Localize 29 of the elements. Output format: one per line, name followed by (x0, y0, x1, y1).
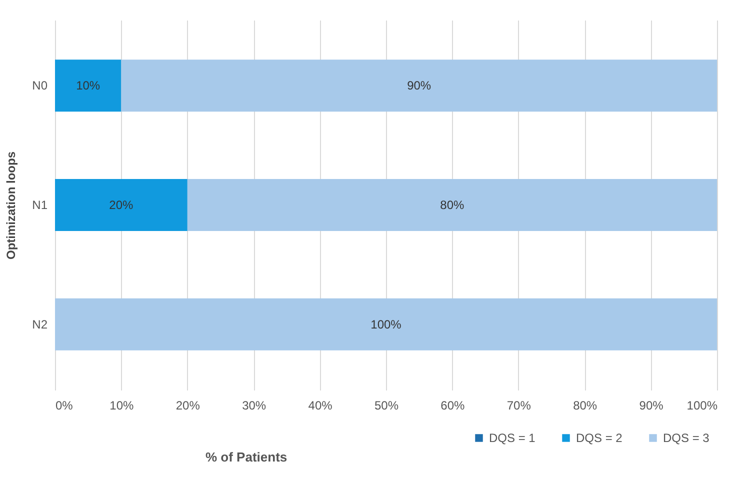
bar (187, 179, 717, 231)
bar (55, 179, 188, 231)
x-tick-label: 30% (242, 398, 266, 412)
bar (55, 298, 717, 350)
legend-label: DQS = 2 (576, 431, 623, 445)
y-tick-label: N1 (32, 198, 48, 212)
y-tick-label: N2 (32, 317, 48, 332)
data-label: 20% (109, 198, 134, 212)
data-label: 80% (440, 198, 465, 212)
x-tick-label: 10% (110, 398, 134, 412)
legend-label: DQS = 3 (663, 431, 710, 445)
x-tick-label: 90% (639, 398, 664, 412)
x-tick-label: 80% (573, 398, 598, 412)
data-label: 10% (76, 78, 100, 93)
y-tick-label: N0 (32, 78, 48, 93)
x-tick-label: 100% (686, 398, 718, 412)
x-tick-label: 20% (176, 398, 200, 412)
y-axis-title: Optimization loops (4, 151, 18, 260)
bar (55, 60, 122, 112)
data-label: 100% (370, 317, 402, 332)
x-tick-label: 60% (440, 398, 466, 412)
bar (121, 60, 717, 112)
data-label: 90% (407, 78, 432, 93)
x-axis-title: % of Patients (206, 450, 288, 464)
x-tick-label: 0% (56, 398, 74, 412)
legend-label: DQS = 1 (489, 431, 536, 445)
x-tick-label: 70% (506, 398, 532, 412)
x-tick-label: 50% (374, 398, 399, 412)
x-tick-label: 40% (308, 398, 333, 412)
